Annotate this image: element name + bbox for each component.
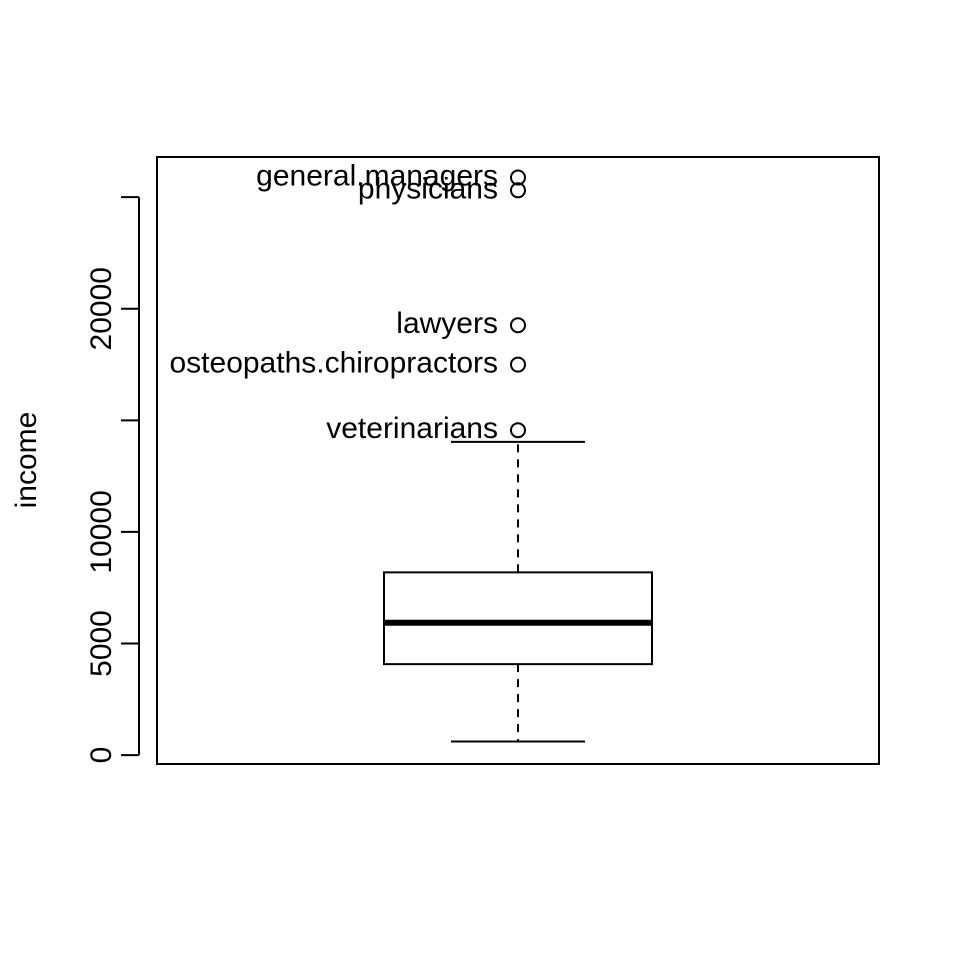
outlier-label: osteopaths.chiropractors	[169, 347, 498, 380]
outlier-point	[510, 182, 526, 199]
interquartile-box	[383, 571, 653, 666]
outlier-label: general.managers	[256, 160, 498, 193]
y-tick-label: 0	[85, 747, 118, 764]
y-axis: 0 5000 10000 20000	[85, 196, 140, 764]
outlier-point	[510, 169, 526, 186]
plot-frame	[156, 156, 880, 765]
outlier-label: physicians	[358, 172, 498, 205]
y-axis-label: income	[10, 412, 43, 509]
outlier-label: lawyers	[396, 307, 498, 340]
outlier-label: veterinarians	[326, 412, 498, 445]
outlier-point	[510, 317, 526, 334]
y-tick-label: 10000	[85, 490, 118, 573]
outlier-point	[510, 422, 526, 439]
y-tick-label: 20000	[85, 267, 118, 350]
outlier-point	[510, 356, 526, 373]
y-tick-label: 5000	[85, 610, 118, 677]
